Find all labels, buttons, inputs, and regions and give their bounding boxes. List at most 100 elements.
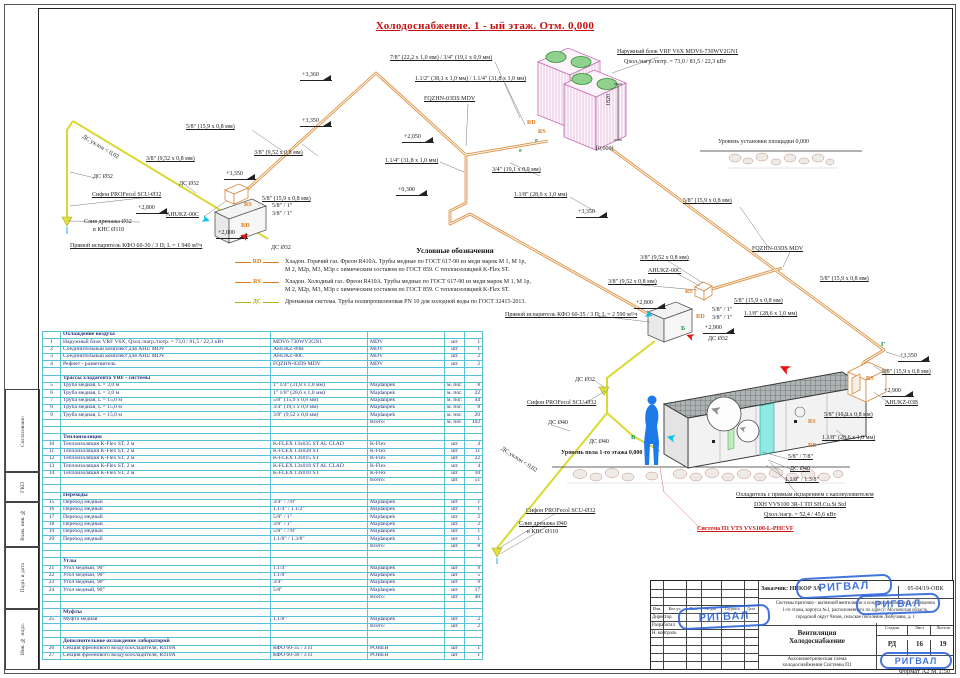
table-cell: 44 — [464, 396, 484, 405]
diagram-label: 1.1/8" (28,6 x 1,0 мм) — [822, 435, 876, 441]
table-cell — [443, 600, 466, 610]
table-cell: K-FLEX 13x010 ST — [270, 469, 368, 478]
table-cell: 8 — [42, 403, 61, 413]
grid-line — [651, 605, 758, 606]
table-cell: 1 — [464, 506, 484, 515]
table-cell — [367, 425, 445, 435]
table-cell: K-Flex — [367, 462, 445, 471]
table-cell: Majdanpek — [367, 396, 445, 405]
legend-line-sample: RD — [235, 259, 280, 265]
sig-role: Директор — [652, 614, 672, 620]
grid-line — [651, 645, 758, 646]
evaporator-left — [213, 183, 268, 244]
table-cell — [270, 542, 368, 551]
table-cell — [464, 484, 484, 493]
table-cell: Всего: — [367, 593, 445, 603]
sheet-title-line2: холодоснабжения Системы П1 — [782, 662, 852, 668]
table-cell — [270, 491, 368, 500]
diagram-label: е — [519, 147, 522, 154]
table-cell — [367, 491, 445, 500]
table-cell — [270, 476, 368, 486]
table-cell: шт — [443, 622, 466, 632]
table-cell — [60, 425, 271, 435]
diagram-label: +3,350 — [576, 209, 608, 218]
table-row: Теплоизоляция — [42, 433, 484, 442]
table-cell: 9 — [464, 579, 484, 588]
table-cell: 25 — [42, 615, 61, 624]
table-cell: Majdanpek — [367, 513, 445, 522]
table-cell: 7 — [42, 396, 61, 405]
stage-table: Стадия Лист Листов РД 16 19 — [876, 623, 954, 656]
table-cell: шт — [443, 615, 466, 624]
table-cell — [367, 557, 445, 566]
diagram-label: +2,800 — [136, 205, 168, 214]
diagram-label: 5/8" (15,9 x 0,8 мм) — [882, 369, 931, 375]
table-cell: Труба медная, L = 15,0 м — [60, 396, 271, 405]
table-cell — [42, 330, 61, 340]
diagram-label: 1.1/8" (28,6 x 1,0 мм) — [514, 192, 568, 198]
table-cell — [60, 622, 271, 632]
table-cell: 3/4" / 7/8" — [270, 498, 368, 508]
legend-item: RS Хладон. Холодный газ. Фреон R410A. Тру… — [235, 278, 531, 294]
diagram-label: 7/8" (22,2 x 1,0 мм) / 3/4" (19,1 x 0,9 … — [390, 55, 493, 61]
table-cell: 17 — [464, 586, 484, 595]
table-cell: 23 — [42, 579, 61, 588]
table-cell: AHUKZ-09B — [270, 345, 368, 354]
table-row: Дополнительное охлаждение лабораторий — [42, 637, 484, 646]
table-cell — [270, 418, 368, 427]
table-cell — [443, 549, 466, 559]
grid-line — [877, 635, 954, 636]
table-cell: Теплоизоляция K-Flex ST, 2 м — [60, 440, 271, 449]
sig-header: Изм. — [652, 606, 662, 611]
table-cell: шт — [443, 520, 466, 530]
table-row — [42, 630, 484, 639]
table-cell — [60, 542, 271, 551]
diagram-label: 3/8" (9,52 x 0,8 мм) — [608, 279, 657, 285]
table-cell: шт — [443, 360, 466, 369]
stage-value: РД — [887, 640, 897, 648]
table-cell: шт — [443, 513, 466, 522]
table-cell — [367, 330, 445, 340]
table-cell — [367, 608, 445, 617]
fan-icon — [736, 419, 760, 443]
diagram-label: ДС Ø40 — [548, 420, 568, 426]
table-cell: MDV — [367, 360, 445, 369]
table-cell — [367, 484, 445, 493]
table-cell: шт — [443, 586, 466, 595]
table-cell: K-Flex — [367, 455, 445, 464]
table-cell: 13 — [42, 462, 61, 471]
table-cell: 22 — [464, 389, 484, 398]
description-line: городской округ Чехов, сельское поселени… — [796, 615, 915, 621]
table-cell — [443, 630, 466, 639]
diagram-label: 1.1/8" (28,6 x 1,0 мм) — [744, 311, 798, 317]
diagram-label: ДС Ø32 — [575, 377, 595, 383]
table-row: 17 Переход медный 5/8" / 1" Majdanpek шт 2 — [42, 513, 484, 522]
table-cell — [42, 608, 61, 617]
table-cell — [367, 433, 445, 442]
table-cell: Труба медная, L = 15,0 м — [60, 403, 271, 413]
coil-kit-ahukz03b — [847, 361, 887, 403]
diagram-label: RS — [685, 289, 693, 295]
table-cell: Всего: — [367, 542, 445, 551]
table-cell: шт — [443, 338, 466, 347]
grid-line — [651, 661, 758, 662]
table-cell: AHUKZ-00C — [270, 352, 368, 362]
table-cell: 2 — [464, 352, 484, 362]
grid-line — [663, 581, 664, 669]
table-cell: 11 — [464, 447, 484, 457]
diagram-label: В — [631, 434, 636, 441]
table-cell: РОВЕН — [367, 652, 445, 661]
legend-item: RD Хладон. Горячий газ. Фреон R410A. Труб… — [235, 258, 526, 274]
table-cell: Переход медный — [60, 520, 271, 530]
table-row: 7 Труба медная, L = 15,0 м 5/8" (15,9 x 0,… — [42, 396, 484, 405]
table-cell — [42, 367, 61, 376]
table-cell: Муфты — [60, 608, 271, 617]
table-cell — [367, 367, 445, 376]
diagram-label: DXH VVS100 3R-1 TD SH.Cu.Si Std — [754, 502, 846, 508]
table-cell — [42, 484, 61, 493]
table-cell: шт — [443, 498, 466, 508]
table-cell — [42, 593, 61, 603]
table-cell — [42, 374, 61, 384]
table-cell: Труба медная, L = 3,0 м — [60, 382, 271, 391]
table-row: 15 Переход медный 3/4" / 7/8" Majdanpek шт 1 — [42, 498, 484, 508]
